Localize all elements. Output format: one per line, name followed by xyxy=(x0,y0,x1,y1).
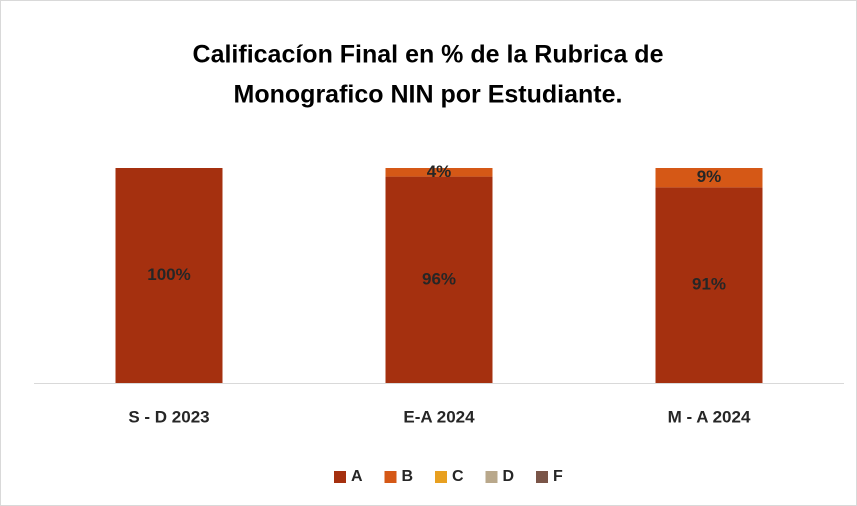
x-tick-label: S - D 2023 xyxy=(128,407,209,426)
data-label: 96% xyxy=(422,269,456,288)
bar-segment xyxy=(655,168,763,188)
legend-label: C xyxy=(452,468,464,485)
data-label: 100% xyxy=(147,265,190,284)
legend-label: A xyxy=(351,468,363,485)
legend-label: D xyxy=(503,468,515,485)
chart-title: Monografico NIN por Estudiante. xyxy=(234,81,623,109)
legend-swatch xyxy=(435,471,447,483)
legend-swatch xyxy=(485,471,498,483)
x-tick-label: E-A 2024 xyxy=(403,407,475,426)
legend-label: B xyxy=(402,468,414,485)
legend-swatch xyxy=(384,471,397,483)
bar-segment xyxy=(385,168,493,177)
data-label: 91% xyxy=(692,275,726,294)
bar-segment xyxy=(385,176,493,383)
chart-title: Calificacíon Final en % de la Rubrica de xyxy=(193,41,664,69)
legend-label: F xyxy=(553,468,563,485)
legend-swatch xyxy=(536,471,548,483)
data-label: 4% xyxy=(427,162,452,181)
data-label: 9% xyxy=(697,167,722,186)
bar-segment xyxy=(655,187,763,383)
x-tick-label: M - A 2024 xyxy=(668,407,751,426)
bar-segment xyxy=(115,168,223,383)
legend-swatch xyxy=(334,471,346,483)
